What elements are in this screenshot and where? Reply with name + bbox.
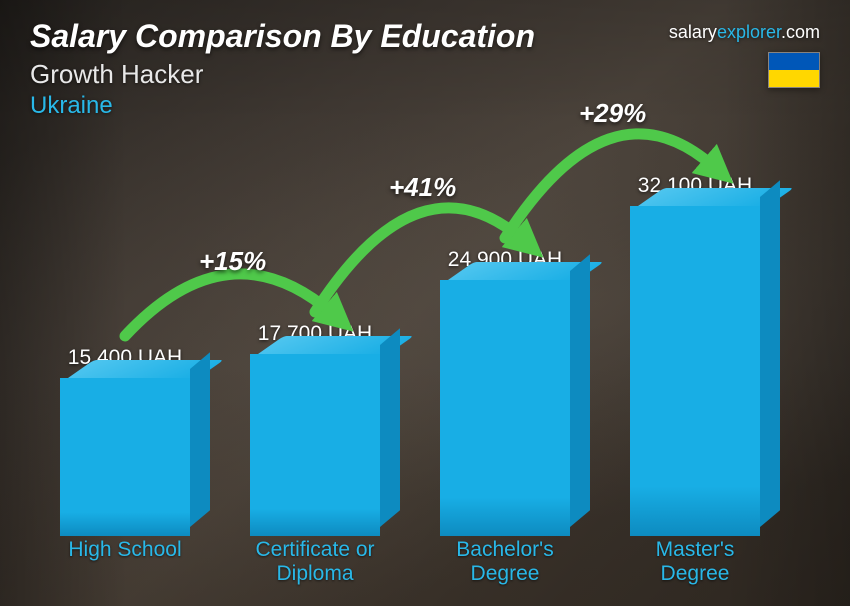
bar-1: 17,700 UAH	[220, 140, 410, 536]
x-labels-container: High SchoolCertificate orDiplomaBachelor…	[30, 538, 790, 584]
chart-country: Ukraine	[30, 92, 820, 120]
flag-top-stripe	[769, 53, 819, 70]
x-axis-label: Certificate orDiploma	[220, 538, 410, 584]
brand-tld: .com	[781, 22, 820, 42]
bar-3d	[440, 280, 570, 536]
bar-3: 32,100 UAH	[600, 140, 790, 536]
flag-bottom-stripe	[769, 70, 819, 87]
chart-area: 15,400 UAH17,700 UAH24,900 UAH32,100 UAH…	[30, 140, 790, 584]
x-axis-label: High School	[30, 538, 220, 584]
brand-prefix: salary	[669, 22, 717, 42]
bar-3d	[60, 378, 190, 536]
brand-bold: explorer	[717, 22, 781, 42]
country-flag-icon	[768, 52, 820, 88]
bar-3d	[250, 354, 380, 536]
bar-2: 24,900 UAH	[410, 140, 600, 536]
x-axis-label: Master'sDegree	[600, 538, 790, 584]
bar-0: 15,400 UAH	[30, 140, 220, 536]
brand-watermark: salaryexplorer.com	[669, 22, 820, 43]
x-axis-label: Bachelor'sDegree	[410, 538, 600, 584]
bars-container: 15,400 UAH17,700 UAH24,900 UAH32,100 UAH	[30, 140, 790, 536]
chart-subtitle: Growth Hacker	[30, 59, 820, 90]
bar-3d	[630, 206, 760, 536]
